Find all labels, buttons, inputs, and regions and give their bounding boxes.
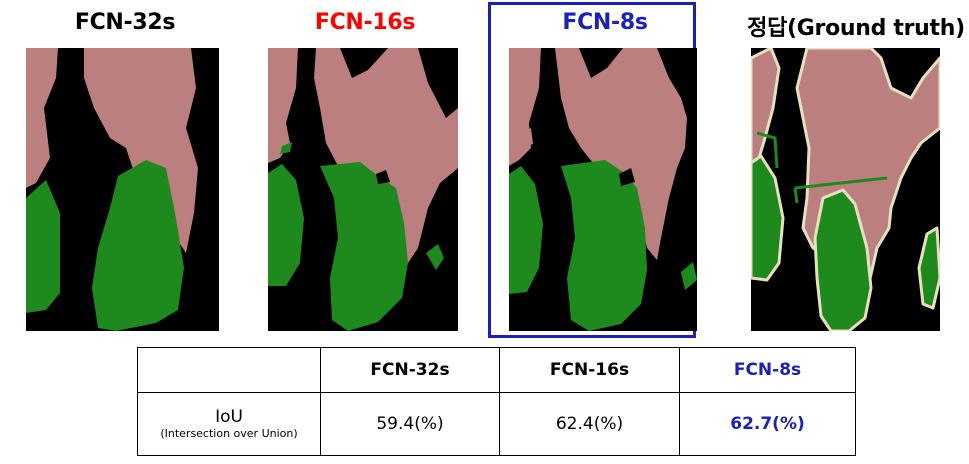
segmentation-fcn32s xyxy=(26,48,219,331)
iou-value-fcn8s: 62.7(%) xyxy=(679,392,856,456)
metric-label-cell: IoU (Intersection over Union) xyxy=(137,392,321,456)
table-header-fcn8s: FCN-8s xyxy=(679,347,856,393)
metric-name: IoU xyxy=(215,406,243,427)
iou-value-fcn32s: 59.4(%) xyxy=(320,392,500,456)
panel-title-ground-truth: 정답(Ground truth) xyxy=(747,16,965,41)
iou-value-fcn16s: 62.4(%) xyxy=(499,392,680,456)
metric-subtitle: (Intersection over Union) xyxy=(160,426,298,440)
segmentation-fcn8s xyxy=(509,48,697,331)
table-row-iou: IoU (Intersection over Union) 59.4(%) 62… xyxy=(137,392,856,456)
table-header-empty xyxy=(137,347,321,393)
segmentation-fcn16s xyxy=(268,48,458,331)
iou-table: FCN-32s FCN-16s FCN-8s IoU (Intersection… xyxy=(137,347,856,456)
segmentation-ground-truth xyxy=(751,48,940,331)
panel-title-fcn16s: FCN-16s xyxy=(314,10,416,35)
table-header-fcn16s: FCN-16s xyxy=(499,347,680,393)
panel-title-fcn8s: FCN-8s xyxy=(562,10,648,35)
table-header-row: FCN-32s FCN-16s FCN-8s xyxy=(137,347,856,393)
panel-title-fcn32s: FCN-32s xyxy=(74,10,176,35)
table-header-fcn32s: FCN-32s xyxy=(320,347,500,393)
